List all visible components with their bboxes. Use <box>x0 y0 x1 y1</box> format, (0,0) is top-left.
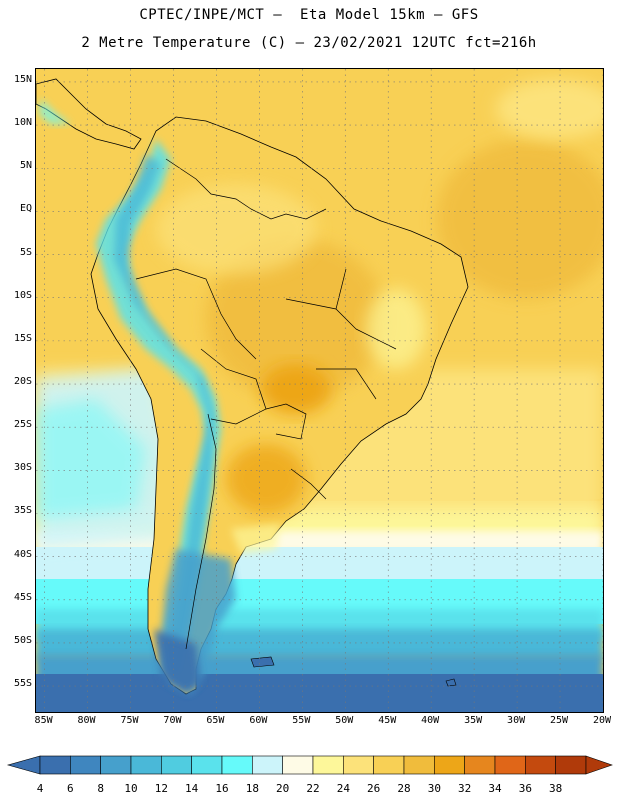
lat-label: 45S <box>13 591 32 603</box>
colorbar-swatch <box>525 755 556 775</box>
colorbar-tick-label: 24 <box>336 782 350 795</box>
border-chile-argentina <box>185 413 217 650</box>
border-paraguay <box>265 403 307 440</box>
lat-label: 5S <box>19 246 32 258</box>
colorbar-max-arrow <box>585 755 613 775</box>
map-canvas <box>36 69 603 712</box>
central-america-cold <box>39 99 71 124</box>
colorbar-swatch <box>282 755 314 775</box>
colorbar-tick-label: 12 <box>154 782 168 795</box>
border-colombia-venezuela <box>165 158 252 210</box>
lat-label: 35S <box>13 505 32 517</box>
colorbar-swatch <box>434 755 465 775</box>
island-dot <box>445 678 457 687</box>
falkland-islands <box>250 656 275 668</box>
colorbar-swatch <box>39 755 71 775</box>
colorbar-tick-label: 8 <box>97 782 104 795</box>
colorbar-tick-label: 28 <box>397 782 411 795</box>
colorbar-swatch <box>312 755 344 775</box>
lon-label: 75W <box>120 715 139 726</box>
lon-label: 80W <box>77 715 96 726</box>
south-warm-zone <box>226 444 306 514</box>
lon-label: 50W <box>335 715 354 726</box>
colorbar-tick-label: 34 <box>488 782 502 795</box>
border-brazil-uruguay <box>290 468 327 500</box>
lat-label: 55S <box>13 678 32 690</box>
colorbar-swatch <box>100 755 132 775</box>
colorbar-tick-label: 38 <box>549 782 563 795</box>
atlantic-warm-patch-2 <box>496 79 603 139</box>
lat-label: 15N <box>13 73 32 85</box>
colorbar-swatch <box>130 755 162 775</box>
lon-label: 85W <box>34 715 53 726</box>
lat-label: 15S <box>13 332 32 344</box>
southern-tip-cold <box>154 629 201 694</box>
colorbar-swatch <box>403 755 435 775</box>
map-title: CPTEC/INPE/MCT – Eta Model 15km – GFS <box>139 7 479 23</box>
lat-label: 30S <box>13 462 32 474</box>
lat-label: 5N <box>19 160 32 172</box>
temperature-map <box>35 68 604 713</box>
colorbar-tick-label: 16 <box>215 782 229 795</box>
interior-hot-zone <box>261 364 331 414</box>
colorbar-min-arrow <box>6 755 41 775</box>
andes-colder-core <box>114 154 214 674</box>
pacific-cool-strip-2 <box>36 399 146 519</box>
colorbar-swatch <box>161 755 192 775</box>
border-peru-brazil <box>135 268 257 360</box>
colorbar <box>6 755 613 775</box>
border-bolivia <box>200 348 267 425</box>
colorbar-tick-label: 36 <box>518 782 532 795</box>
lon-label: 35W <box>464 715 483 726</box>
atlantic-warm-patch <box>436 139 603 299</box>
colorbar-swatch <box>555 755 587 775</box>
map-subtitle: 2 Metre Temperature (C) – 23/02/2021 12U… <box>81 35 537 51</box>
lon-label: 25W <box>550 715 569 726</box>
lon-label: 60W <box>249 715 268 726</box>
lat-label: 25S <box>13 419 32 431</box>
argentina-pale <box>231 524 281 554</box>
lat-label: EQ <box>19 203 32 215</box>
colorbar-tick-label: 22 <box>306 782 320 795</box>
colorbar-tick-label: 6 <box>67 782 74 795</box>
border-brazil-states <box>285 268 397 400</box>
colorbar-swatch <box>464 755 496 775</box>
colorbar-tick-label: 18 <box>245 782 259 795</box>
lat-label: 10S <box>13 289 32 301</box>
colorbar-swatch <box>70 755 101 775</box>
graticule <box>36 69 603 712</box>
lon-label: 45W <box>378 715 397 726</box>
colorbar-swatch <box>373 755 405 775</box>
ocean-band-6 <box>36 674 603 712</box>
lon-label: 20W <box>592 715 612 726</box>
colorbar-tick-label: 32 <box>458 782 472 795</box>
colorbar-tick-label: 14 <box>185 782 199 795</box>
lat-label: 50S <box>13 634 32 646</box>
colorbar-swatch <box>343 755 374 775</box>
border-venezuela-brazil <box>250 208 327 220</box>
colorbar-swatch <box>252 755 283 775</box>
colorbar-tick-label: 20 <box>276 782 290 795</box>
lat-label: 40S <box>13 548 32 560</box>
lon-label: 55W <box>292 715 311 726</box>
amazon-zone <box>156 184 316 274</box>
country-borders <box>135 158 397 650</box>
colorbar-tick-label: 10 <box>124 782 138 795</box>
colorbar-tick-label: 26 <box>367 782 381 795</box>
interior-warm-zone <box>206 239 386 399</box>
lat-label: 10N <box>13 117 32 129</box>
colorbar-swatch <box>191 755 223 775</box>
colorbar-swatch <box>221 755 253 775</box>
colorbar-swatch <box>494 755 526 775</box>
lon-label: 65W <box>206 715 225 726</box>
lon-label: 30W <box>507 715 526 726</box>
colorbar-tick-label: 30 <box>427 782 441 795</box>
lon-label: 70W <box>163 715 182 726</box>
northeast-pale-zone <box>366 289 426 369</box>
colorbar-tick-label: 4 <box>36 782 44 795</box>
lat-label: 20S <box>13 376 32 388</box>
lon-label: 40W <box>421 715 440 726</box>
